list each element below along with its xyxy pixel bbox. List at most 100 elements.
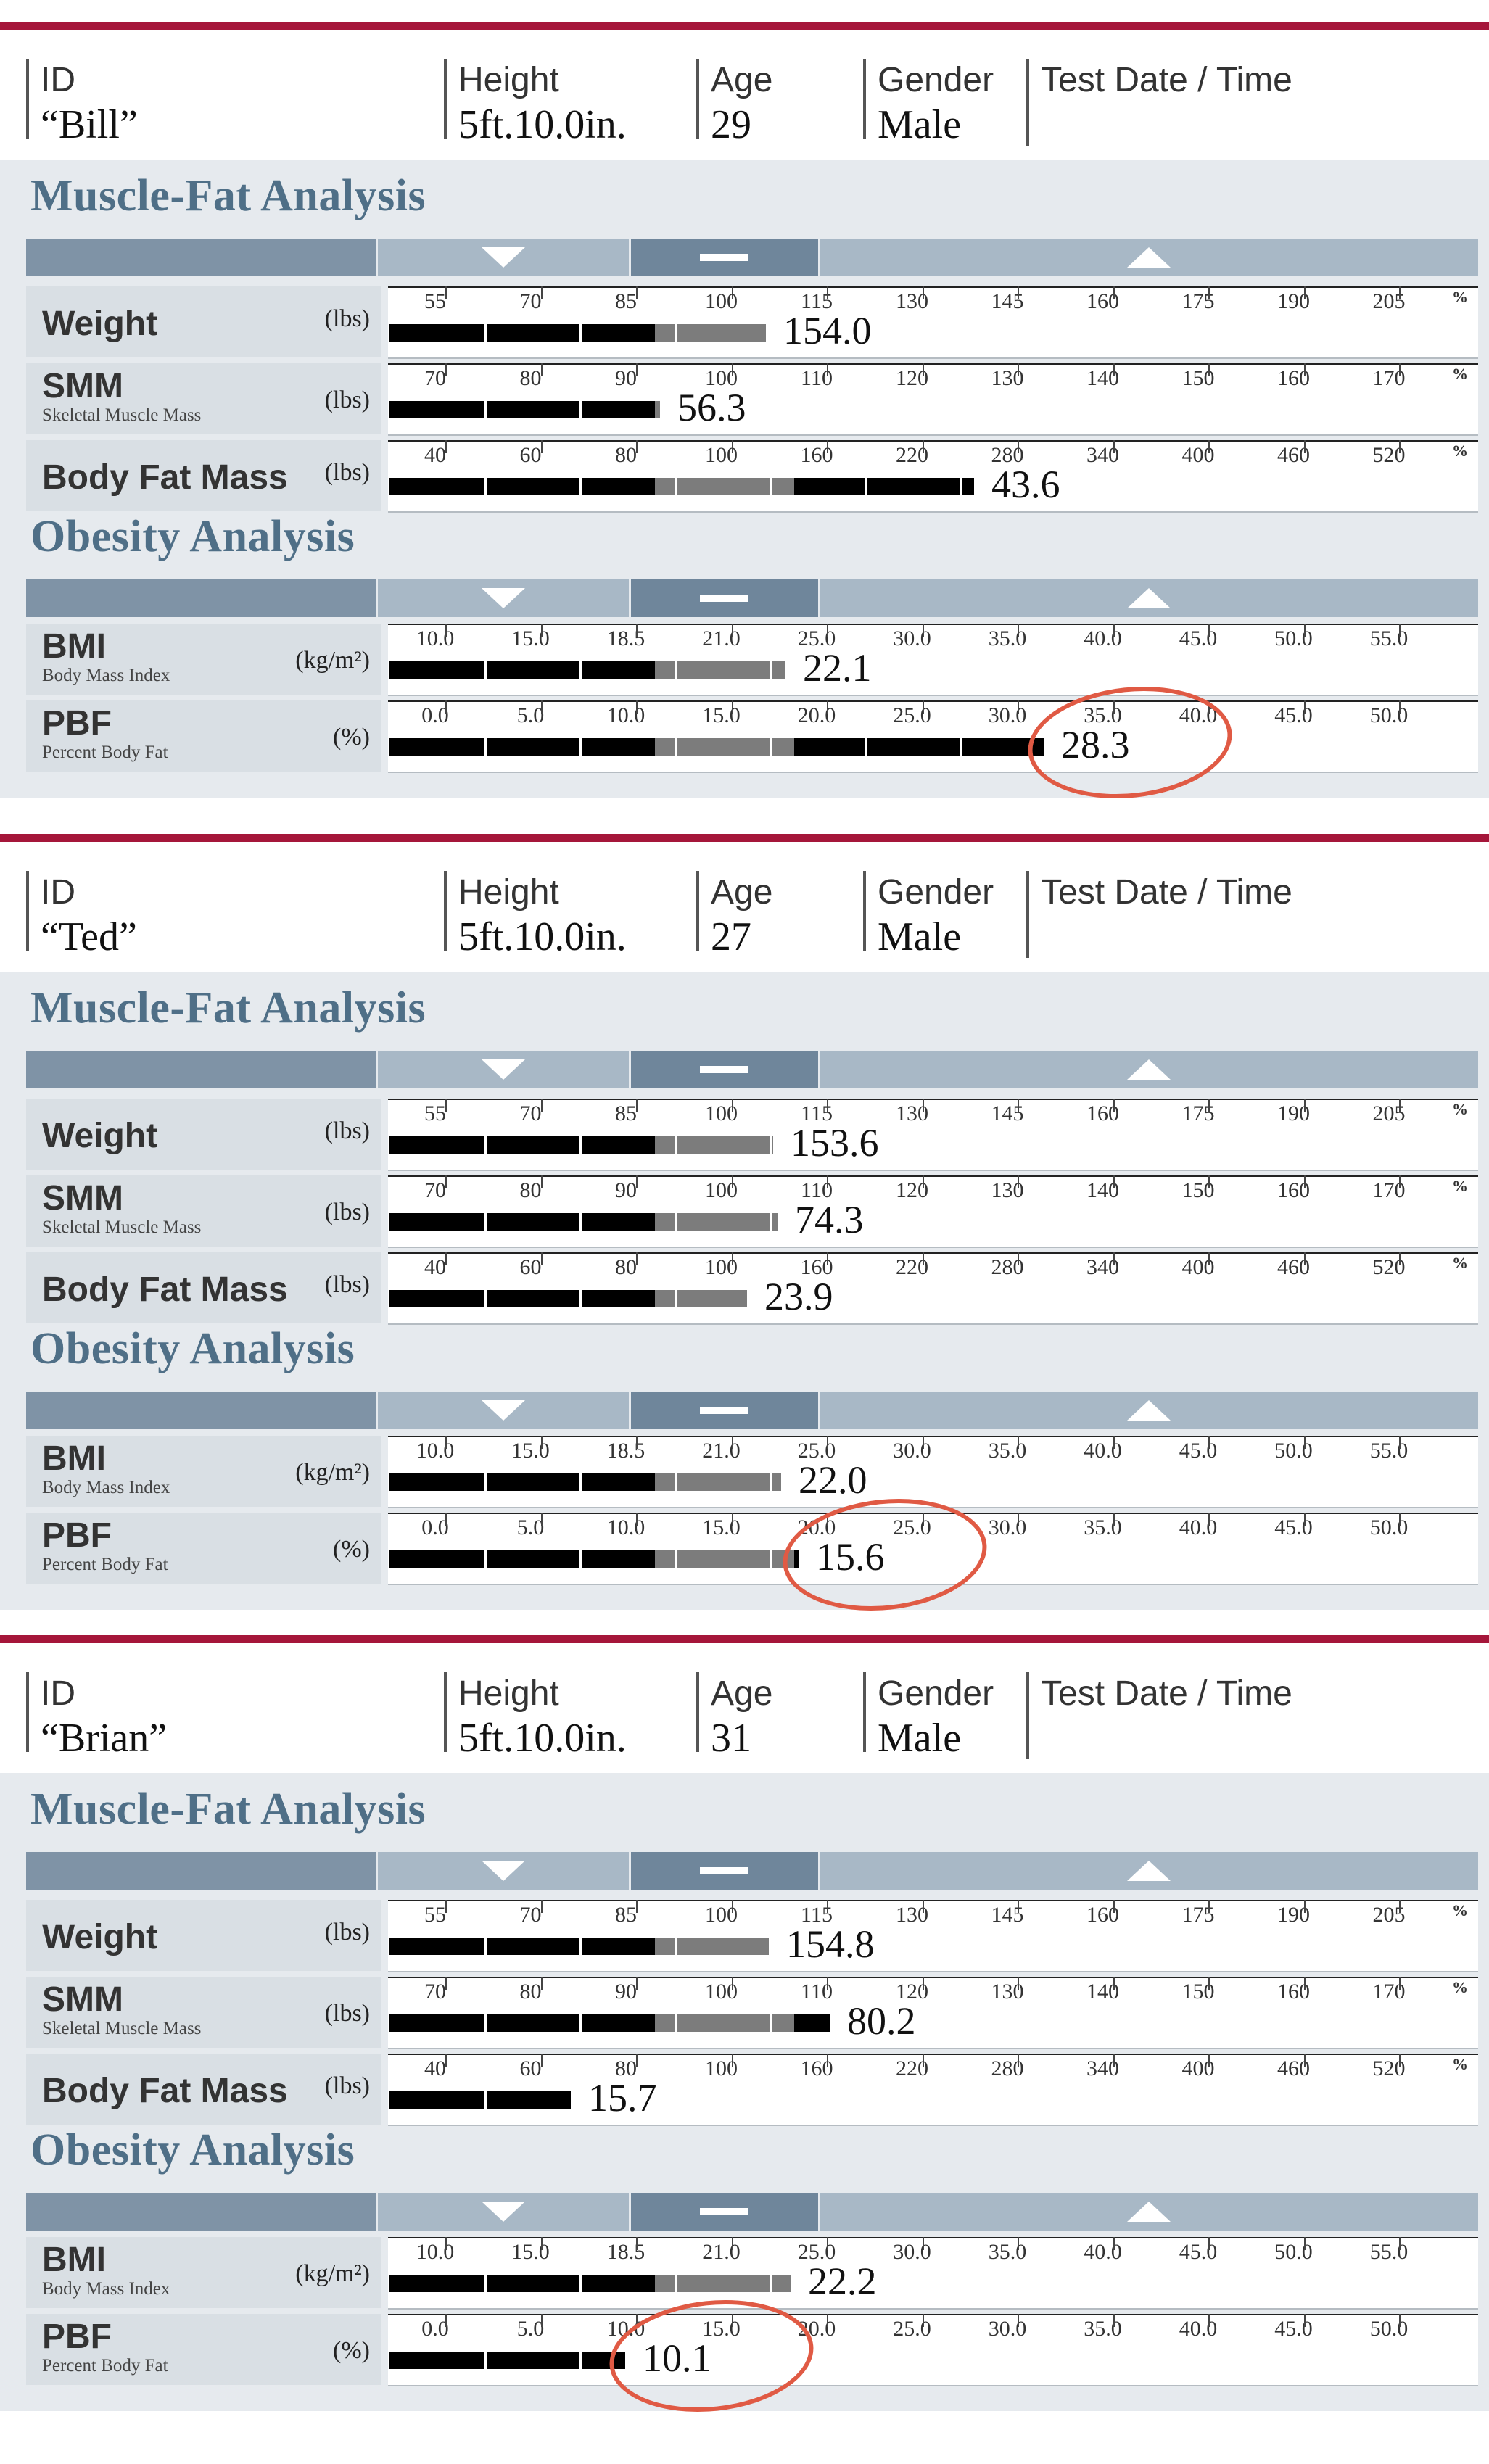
bmi-tick-label: 25.0 xyxy=(797,627,836,650)
pbf-tick-label: 25.0 xyxy=(893,1516,931,1539)
bmi-bar-divider xyxy=(484,1473,487,1491)
pbf-tick-label: 10.0 xyxy=(606,1516,645,1539)
smm-tick-mark xyxy=(540,1175,543,1188)
smm-subtitle: Skeletal Muscle Mass xyxy=(42,1217,202,1237)
weight-bar-under xyxy=(389,324,655,342)
bfm-row: Body Fat Mass (lbs) 40 60 80 100 160 220 280 340 4… xyxy=(26,1252,1478,1325)
test-date-cell: Test Date / Time xyxy=(1026,871,1292,958)
weight-gauge: 55 70 85 100 115 130 145 160 175 190 205% 153.6 xyxy=(388,1099,1478,1171)
bmi-gauge-line xyxy=(388,624,1478,625)
weight-bar-divider xyxy=(675,1136,677,1154)
normal-dash-icon xyxy=(700,595,748,602)
bmi-tick-label: 35.0 xyxy=(988,1439,1027,1463)
pbf-tick-mark xyxy=(1113,1513,1115,1526)
smm-bar-divider xyxy=(770,2014,772,2032)
pbf-tick-label: 40.0 xyxy=(1179,1516,1218,1539)
pbf-bar-divider xyxy=(579,1550,582,1568)
smm-bar-divider xyxy=(579,2014,582,2032)
bfm-value: 15.7 xyxy=(588,2076,657,2120)
bfm-percent-sign: % xyxy=(1452,2055,1468,2073)
bmi-tick-mark xyxy=(1399,1436,1401,1449)
pbf-tick-mark xyxy=(445,1513,447,1526)
smm-bar-under xyxy=(389,2014,655,2032)
pbf-tick-mark xyxy=(540,1513,543,1526)
smm-bar-divider xyxy=(579,401,582,418)
weight-label-box: Weight (lbs) xyxy=(26,1900,381,1971)
bmi-tick-label: 10.0 xyxy=(416,2240,455,2264)
smm-tick-mark xyxy=(1208,1175,1210,1188)
smm-tick-label: 90 xyxy=(615,1980,637,2004)
smm-name: SMM xyxy=(42,1179,123,1217)
bmi-tick-mark xyxy=(1208,2237,1210,2250)
bmi-tick-label: 35.0 xyxy=(988,627,1027,650)
bfm-bar-divider xyxy=(865,478,867,495)
weight-label-box: Weight (lbs) xyxy=(26,1099,381,1170)
header-rule xyxy=(0,22,1489,30)
pbf-tick-label: 35.0 xyxy=(1084,1516,1122,1539)
bfm-bar-over xyxy=(794,478,974,495)
weight-tick-mark xyxy=(636,286,638,299)
weight-bar-normal xyxy=(655,1136,773,1154)
weight-name: Weight xyxy=(42,305,158,343)
bmi-tick-mark xyxy=(540,624,543,637)
pbf-bar-divider xyxy=(865,738,867,756)
id-cell-value: “Ted” xyxy=(41,914,137,959)
bmi-subtitle: Body Mass Index xyxy=(42,1478,170,1497)
bmi-tick-mark xyxy=(1303,624,1306,637)
smm-bar-divider xyxy=(579,1213,582,1231)
pbf-tick-label: 40.0 xyxy=(1179,2317,1218,2341)
smm-tick-label: 80 xyxy=(519,1178,542,1202)
smm-gauge: 70 80 90 100 110 120 130 140 150 160 170% 56.3 xyxy=(388,363,1478,436)
obesity-title: Obesity Analysis xyxy=(30,1324,355,1373)
id-cell-label: ID xyxy=(41,61,75,99)
smm-tick-label: 70 xyxy=(424,1980,446,2004)
smm-tick-mark xyxy=(1113,1977,1115,1990)
bmi-tick-label: 45.0 xyxy=(1179,1439,1218,1463)
id-row: ID “Bill” Height 5ft.10.0in. Age 29 Gender Male… xyxy=(0,30,1489,147)
pbf-tick-mark xyxy=(922,1513,924,1526)
pbf-bar-over xyxy=(794,738,1044,756)
pbf-unit: (%) xyxy=(333,724,370,751)
bmi-tick-mark xyxy=(1208,1436,1210,1449)
bmi-tick-mark xyxy=(1018,624,1019,637)
smm-bar-over xyxy=(794,2014,830,2032)
pbf-tick-label: 5.0 xyxy=(516,1516,545,1539)
smm-tick-label: 90 xyxy=(615,1178,637,1202)
pbf-name: PBF xyxy=(42,1516,112,1555)
bfm-unit: (lbs) xyxy=(324,2072,370,2099)
bfm-tick-mark xyxy=(1399,2054,1401,2067)
weight-tick-mark xyxy=(1018,1900,1019,1913)
bfm-tick-mark xyxy=(827,1252,828,1265)
bmi-subtitle: Body Mass Index xyxy=(42,666,170,685)
pbf-bar-divider xyxy=(484,2352,487,2369)
smm-subtitle: Skeletal Muscle Mass xyxy=(42,405,202,425)
weight-bar-under xyxy=(389,1136,655,1154)
weight-gauge-line xyxy=(388,1900,1478,1901)
weight-tick-mark xyxy=(445,1900,447,1913)
bmi-tick-mark xyxy=(731,1436,733,1449)
pbf-tick-label: 5.0 xyxy=(516,2317,545,2341)
bmi-tick-label: 50.0 xyxy=(1274,627,1313,650)
bmi-tick-mark xyxy=(731,624,733,637)
bfm-tick-label: 60 xyxy=(519,2056,542,2080)
label-col-header xyxy=(26,579,376,617)
pbf-bar-divider xyxy=(960,738,962,756)
bmi-bar-normal xyxy=(655,661,785,679)
pbf-tick-label: 30.0 xyxy=(988,703,1027,727)
weight-bar-divider xyxy=(484,1938,487,1955)
pbf-tick-mark xyxy=(1018,1513,1019,1526)
bmi-tick-mark xyxy=(636,1436,638,1449)
label-col-header xyxy=(26,1051,376,1088)
age-cell-value: 27 xyxy=(711,914,751,959)
weight-tick-mark xyxy=(827,1099,828,1112)
bmi-tick-mark xyxy=(540,2237,543,2250)
pbf-tick-mark xyxy=(1113,700,1115,714)
bmi-tick-mark xyxy=(1399,2237,1401,2250)
bfm-bar-divider xyxy=(960,478,962,495)
bmi-tick-label: 40.0 xyxy=(1084,2240,1122,2264)
pbf-unit: (%) xyxy=(333,2337,370,2364)
weight-tick-mark xyxy=(1303,286,1306,299)
bmi-tick-label: 30.0 xyxy=(893,627,931,650)
smm-row: SMM Skeletal Muscle Mass (lbs) 70 80 90 100 110… xyxy=(26,363,1478,436)
weight-tick-mark xyxy=(1113,1099,1115,1112)
